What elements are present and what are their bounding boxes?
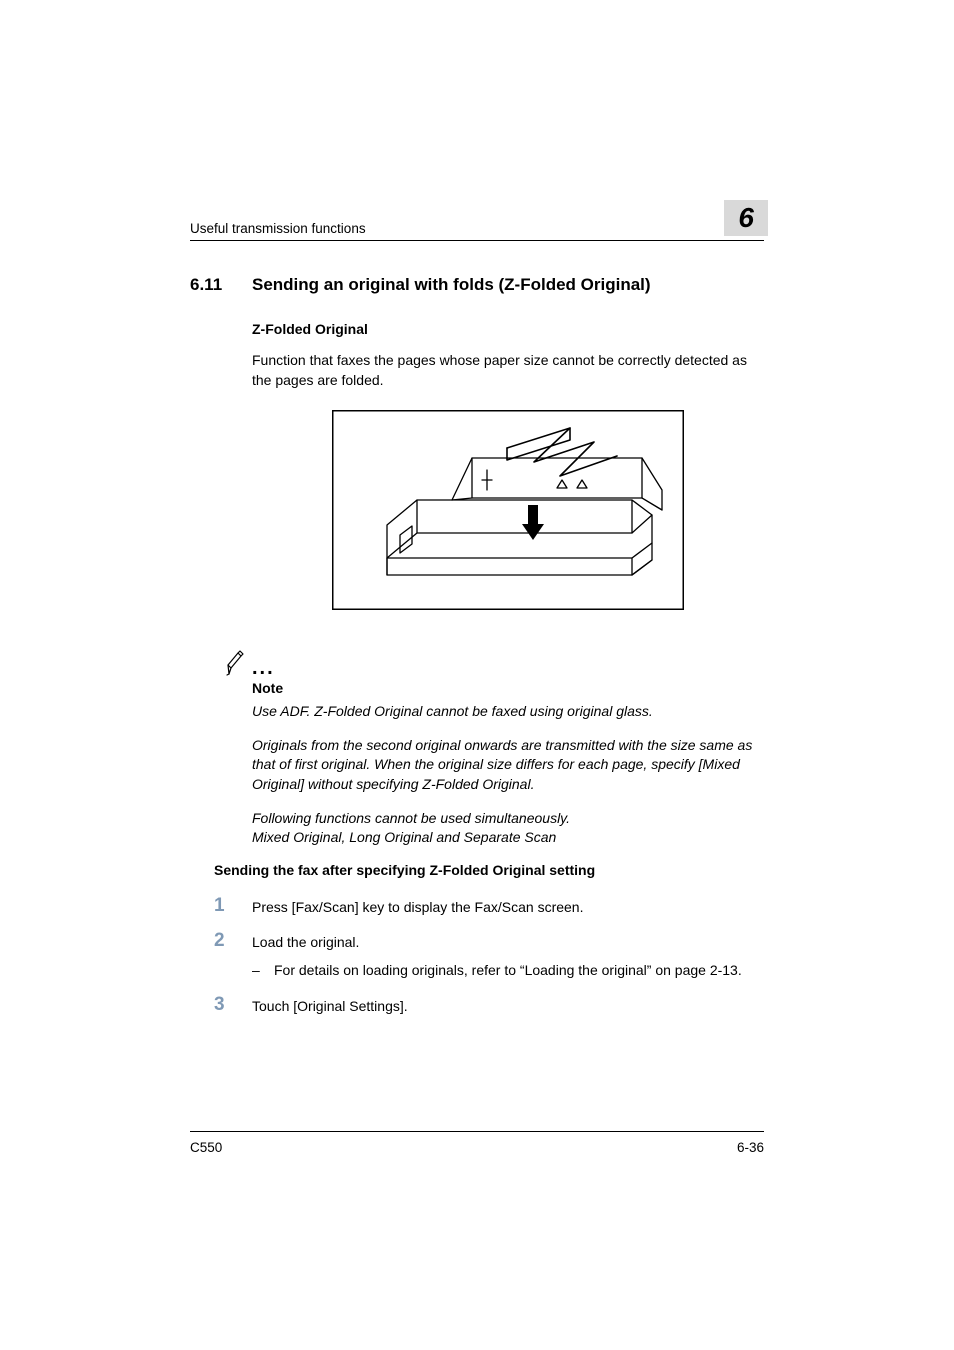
intro-paragraph: Function that faxes the pages whose pape… bbox=[252, 351, 764, 390]
dash-icon: – bbox=[252, 961, 274, 981]
footer-left: C550 bbox=[190, 1140, 222, 1155]
section-heading: 6.11 Sending an original with folds (Z-F… bbox=[190, 275, 764, 295]
procedure-heading: Sending the fax after specifying Z-Folde… bbox=[214, 862, 764, 878]
page: Useful transmission functions 6 6.11 Sen… bbox=[0, 0, 954, 1350]
step-1: 1 Press [Fax/Scan] key to display the Fa… bbox=[190, 896, 764, 918]
step-text-main: Load the original. bbox=[252, 934, 359, 950]
step-text: Load the original. – For details on load… bbox=[252, 931, 742, 980]
section-title: Sending an original with folds (Z-Folded… bbox=[252, 275, 651, 295]
step-2: 2 Load the original. – For details on lo… bbox=[190, 931, 764, 980]
step-number: 1 bbox=[214, 896, 252, 918]
content-body: Z-Folded Original Function that faxes th… bbox=[252, 321, 764, 610]
adf-illustration bbox=[332, 410, 684, 610]
step-subtext: For details on loading originals, refer … bbox=[274, 961, 742, 981]
step-text: Touch [Original Settings]. bbox=[252, 995, 408, 1017]
chapter-number: 6 bbox=[738, 202, 754, 233]
subheading: Z-Folded Original bbox=[252, 321, 764, 337]
step-number: 2 bbox=[214, 931, 252, 980]
note-paragraph-3: Following functions cannot be used simul… bbox=[252, 809, 764, 848]
note-icon bbox=[224, 650, 248, 676]
section-number: 6.11 bbox=[190, 275, 252, 295]
step-text: Press [Fax/Scan] key to display the Fax/… bbox=[252, 896, 583, 918]
note-dots: ... bbox=[252, 662, 275, 676]
running-head: Useful transmission functions bbox=[190, 221, 366, 236]
note-label: Note bbox=[252, 680, 764, 696]
header-row: Useful transmission functions 6 bbox=[190, 200, 764, 241]
note-icon-row: ... bbox=[224, 650, 764, 676]
chapter-number-box: 6 bbox=[724, 200, 768, 236]
step-subitem: – For details on loading originals, refe… bbox=[252, 961, 742, 981]
footer: C550 6-36 bbox=[190, 1131, 764, 1155]
note-paragraph-1: Use ADF. Z-Folded Original cannot be fax… bbox=[252, 702, 764, 722]
footer-right: 6-36 bbox=[737, 1140, 764, 1155]
step-3: 3 Touch [Original Settings]. bbox=[190, 995, 764, 1017]
note-paragraph-2: Originals from the second original onwar… bbox=[252, 736, 764, 795]
step-number: 3 bbox=[214, 995, 252, 1017]
